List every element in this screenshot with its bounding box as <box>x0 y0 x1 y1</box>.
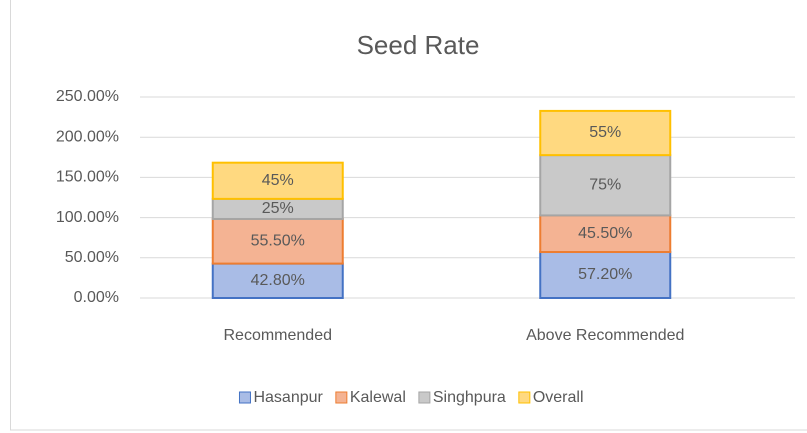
data-label: 45% <box>262 172 294 189</box>
bar-segment <box>539 154 672 217</box>
legend-label: Kalewal <box>350 389 406 406</box>
data-label: 42.80% <box>251 272 305 289</box>
bar-segment <box>211 161 344 200</box>
legend-label: Singhpura <box>433 389 506 406</box>
data-label: 25% <box>262 200 294 217</box>
legend-label: Overall <box>533 389 584 406</box>
legend-label: Hasanpur <box>253 389 323 406</box>
data-label: 57.20% <box>578 266 632 283</box>
bar-segment <box>539 109 672 157</box>
chart-title: Seed Rate <box>357 30 480 60</box>
y-tick-label: 50.00% <box>65 249 119 266</box>
x-tick-label: Recommended <box>224 327 333 344</box>
y-tick-label: 200.00% <box>56 128 119 145</box>
y-tick-label: 100.00% <box>56 209 119 226</box>
data-label: 55.50% <box>251 232 305 249</box>
chart-frame <box>10 0 807 431</box>
bar-segment <box>211 217 344 265</box>
y-tick-label: 250.00% <box>56 88 119 105</box>
x-tick-label: Above Recommended <box>526 327 684 344</box>
legend-swatch <box>238 391 251 404</box>
legend-swatch <box>518 391 531 404</box>
data-label: 75% <box>589 176 621 193</box>
legend-swatch <box>418 391 431 404</box>
bar-segment <box>539 251 672 299</box>
data-label: 45.50% <box>578 225 632 242</box>
y-tick-label: 150.00% <box>56 169 119 186</box>
data-label: 55% <box>589 124 621 141</box>
legend-swatch <box>335 391 348 404</box>
y-tick-label: 0.00% <box>74 289 119 306</box>
